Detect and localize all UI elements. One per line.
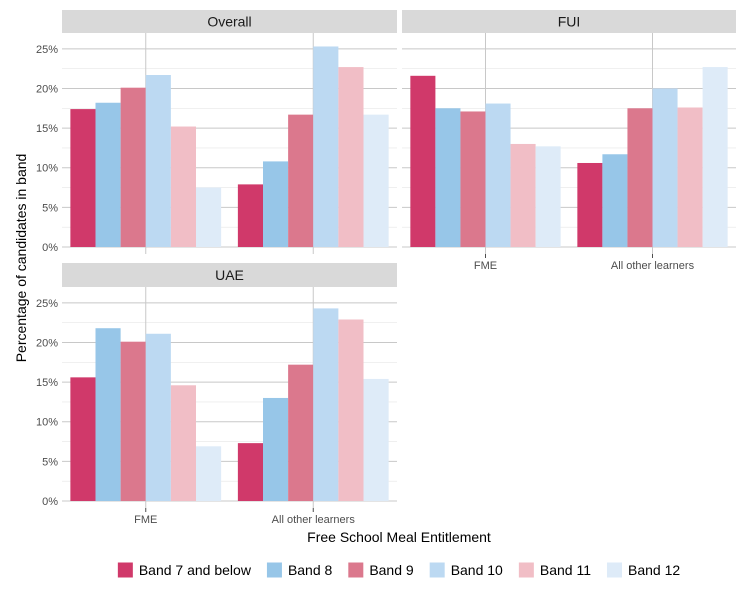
bar-uae-c0-s1 xyxy=(95,328,121,501)
panel-overall: Overall 0% 5% 10% 15% 20% 25% xyxy=(36,10,397,254)
bar-fui-c1-s2 xyxy=(627,108,653,247)
bar-overall-c1-s5 xyxy=(363,114,389,247)
bar-fui-c0-s1 xyxy=(435,108,461,247)
legend-swatch xyxy=(266,562,282,578)
bar-fui-c1-s3 xyxy=(652,88,678,248)
panel-strip xyxy=(62,10,397,33)
y-tick-label: 10% xyxy=(36,163,58,175)
bar-overall-c0-s2 xyxy=(120,87,146,247)
panel-fui: FUI FME All other learners xyxy=(402,10,736,272)
bar-uae-c0-s0 xyxy=(70,377,96,501)
legend-item: Band 12 xyxy=(606,562,680,578)
panel-uae: UAE 0% 5% 10% 15% 20% 25% FME All other learners xyxy=(36,263,397,526)
legend-label: Band 9 xyxy=(369,562,414,578)
bar-overall-c0-s0 xyxy=(70,109,96,247)
bar-fui-c1-s5 xyxy=(702,67,728,247)
bar-uae-c1-s5 xyxy=(363,378,389,501)
bar-fui-c0-s0 xyxy=(410,75,436,247)
legend-label: Band 12 xyxy=(628,562,680,578)
y-tick-label: 0% xyxy=(42,242,58,254)
y-tick-label: 15% xyxy=(36,377,58,389)
legend-item: Band 10 xyxy=(429,562,503,578)
bar-overall-c0-s4 xyxy=(170,126,196,247)
legend-swatch xyxy=(429,562,445,578)
bar-fui-c0-s4 xyxy=(510,143,536,247)
bar-overall-c1-s0 xyxy=(237,184,263,247)
y-tick-label: 20% xyxy=(36,337,58,349)
y-tick-label: 25% xyxy=(36,44,58,56)
y-tick-label: 5% xyxy=(42,456,58,468)
legend-swatch xyxy=(606,562,622,578)
bar-uae-c0-s3 xyxy=(145,333,171,501)
bar-fui-c0-s2 xyxy=(460,111,486,247)
x-axis-title: Free School Meal Entitlement xyxy=(307,529,491,545)
bar-overall-c1-s3 xyxy=(313,46,339,247)
legend-swatch xyxy=(518,562,534,578)
bar-fui-c1-s1 xyxy=(602,154,628,247)
chart-panels: Overall 0% 5% 10% 15% 20% 25% FUI FME All other l… xyxy=(36,10,736,526)
bar-fui-c1-s4 xyxy=(677,107,703,248)
bar-uae-c1-s3 xyxy=(313,308,339,501)
bar-overall-c1-s2 xyxy=(288,114,314,247)
bar-overall-c1-s4 xyxy=(338,67,364,247)
bar-fui-c0-s5 xyxy=(535,146,561,247)
legend-swatch xyxy=(348,562,364,578)
bar-uae-c1-s4 xyxy=(338,319,364,501)
bar-overall-c0-s5 xyxy=(196,187,222,247)
x-tick-label: All other learners xyxy=(611,260,695,272)
bar-overall-c0-s3 xyxy=(145,75,171,247)
panel-title: UAE xyxy=(215,267,244,283)
x-tick-label: FME xyxy=(474,260,497,272)
panel-title: FUI xyxy=(558,14,581,30)
legend-label: Band 10 xyxy=(451,562,503,578)
y-tick-label: 0% xyxy=(42,496,58,508)
legend-swatch xyxy=(117,562,133,578)
legend-label: Band 7 and below xyxy=(139,562,252,578)
bar-uae-c1-s1 xyxy=(263,397,289,501)
bar-uae-c1-s0 xyxy=(237,443,263,501)
y-tick-label: 25% xyxy=(36,298,58,310)
bar-overall-c1-s1 xyxy=(263,161,289,247)
bar-overall-c0-s1 xyxy=(95,102,121,248)
legend: Band 7 and below Band 8 Band 9 Band 10 Band … xyxy=(117,562,680,578)
bar-uae-c0-s4 xyxy=(170,385,196,501)
y-tick-label: 10% xyxy=(36,417,58,429)
bar-fui-c0-s3 xyxy=(485,103,511,247)
bar-uae-c0-s2 xyxy=(120,341,146,501)
y-tick-label: 20% xyxy=(36,83,58,95)
panel-strip xyxy=(402,10,736,33)
legend-item: Band 9 xyxy=(348,562,414,578)
legend-label: Band 8 xyxy=(288,562,333,578)
bar-fui-c1-s0 xyxy=(577,162,603,247)
x-tick-label: FME xyxy=(134,514,157,526)
y-tick-label: 15% xyxy=(36,123,58,135)
legend-item: Band 7 and below xyxy=(117,562,252,578)
x-tick-label: All other learners xyxy=(272,514,356,526)
panel-strip xyxy=(62,263,397,287)
panel-title: Overall xyxy=(207,14,251,30)
legend-item: Band 11 xyxy=(518,562,591,578)
y-tick-label: 5% xyxy=(42,202,58,214)
y-axis-title: Percentage of candidates in band xyxy=(13,154,29,363)
bar-uae-c0-s5 xyxy=(196,446,222,501)
bar-uae-c1-s2 xyxy=(288,364,314,501)
legend-item: Band 8 xyxy=(266,562,333,578)
legend-label: Band 11 xyxy=(540,562,591,578)
